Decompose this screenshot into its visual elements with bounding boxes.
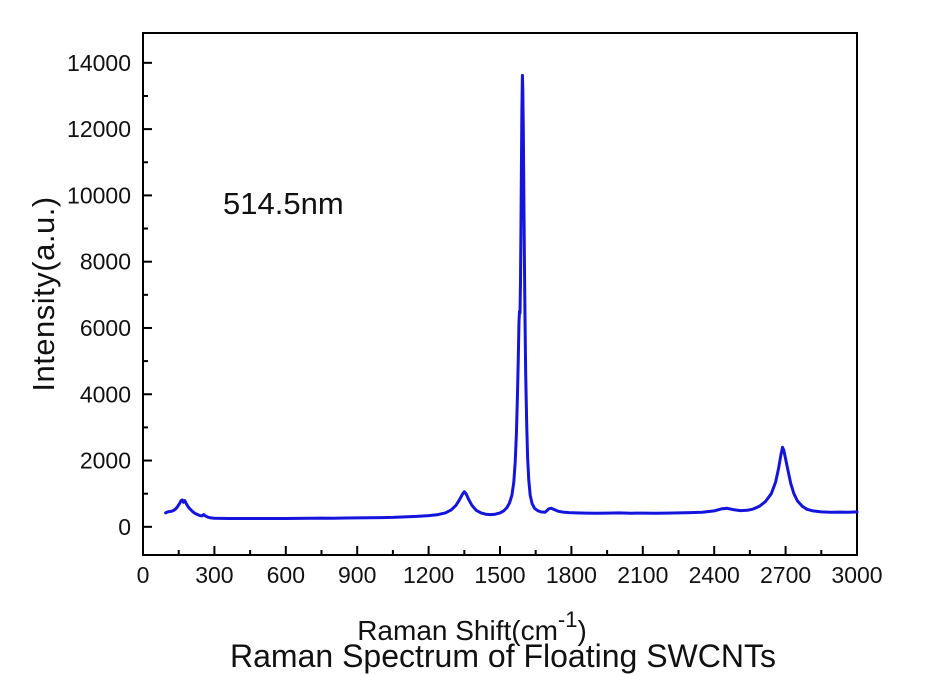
y-tick-label: 14000 bbox=[67, 50, 131, 76]
x-axis-title-prefix: Raman Shift(cm bbox=[357, 615, 558, 646]
x-tick-label: 2700 bbox=[760, 562, 811, 588]
spectrum-curve bbox=[164, 73, 859, 520]
x-axis-title-superscript: -1 bbox=[557, 607, 578, 632]
x-tick-label: 2100 bbox=[617, 562, 668, 588]
x-tick-label: 1200 bbox=[403, 562, 454, 588]
x-axis-title: Raman Shift(cm-1) bbox=[357, 607, 587, 647]
figure-caption: Raman Spectrum of Floating SWCNTs bbox=[230, 638, 776, 674]
x-tick-label: 1500 bbox=[474, 562, 525, 588]
y-tick-label: 8000 bbox=[80, 249, 131, 275]
x-tick-label: 1800 bbox=[546, 562, 597, 588]
y-tick-label: 12000 bbox=[67, 116, 131, 142]
x-axis-title-suffix: ) bbox=[577, 615, 587, 646]
y-tick-label: 6000 bbox=[80, 315, 131, 341]
x-tick-label: 300 bbox=[195, 562, 233, 588]
x-tick-label: 900 bbox=[338, 562, 376, 588]
y-tick-label: 4000 bbox=[80, 381, 131, 407]
x-tick-label: 2400 bbox=[689, 562, 740, 588]
plot-frame bbox=[142, 32, 858, 556]
x-tick-label: 0 bbox=[137, 562, 150, 588]
x-tick-label: 3000 bbox=[831, 562, 882, 588]
excitation-wavelength-annotation: 514.5nm bbox=[223, 186, 344, 221]
x-tick-label: 600 bbox=[267, 562, 305, 588]
y-tick-label: 10000 bbox=[67, 182, 131, 208]
y-tick-label: 0 bbox=[118, 514, 131, 540]
y-tick-label: 2000 bbox=[80, 448, 131, 474]
y-axis-title: Intensity(a.u.) bbox=[26, 196, 61, 392]
